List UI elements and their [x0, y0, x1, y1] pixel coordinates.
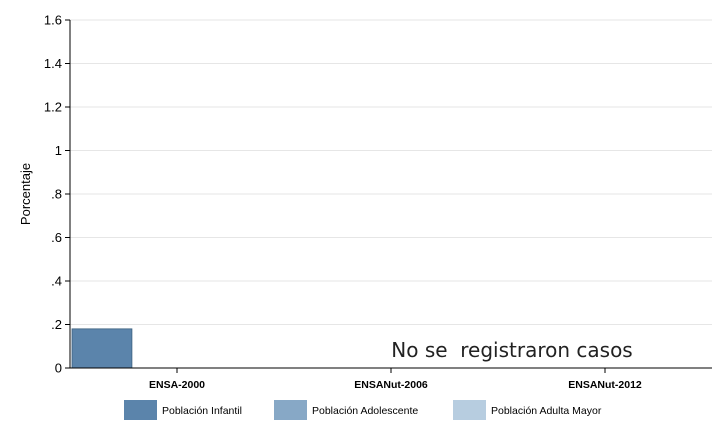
y-tick-label: 1.2 — [44, 100, 62, 115]
gridlines — [70, 19, 712, 325]
y-tick-label: 1.6 — [44, 13, 62, 28]
bars — [71, 328, 133, 369]
y-tick-label: 1.4 — [44, 56, 62, 71]
y-tick-label: .6 — [51, 230, 62, 245]
legend-label: Población Adolescente — [312, 405, 418, 417]
y-tick-label: 0 — [55, 361, 62, 376]
y-tick-label: 1 — [55, 143, 62, 158]
legend-swatch — [453, 400, 486, 420]
legend-swatch — [274, 400, 307, 420]
y-tick-label: .4 — [51, 274, 62, 289]
y-tick-label: .2 — [51, 317, 62, 332]
legend-label: Población Adulta Mayor — [491, 405, 602, 417]
y-axis-title: Porcentaje — [18, 163, 33, 225]
annotation-no-cases: No se registraron casos — [391, 338, 632, 362]
y-ticks: 0 .2 .4 .6 .8 1 1.2 1.4 1.6 — [44, 13, 70, 376]
x-tick-label: ENSANut-2012 — [568, 379, 642, 391]
x-ticks: ENSA-2000 ENSANut-2006 ENSANut-2012 — [149, 368, 642, 391]
legend-label: Población Infantil — [162, 405, 242, 417]
y-tick-label: .8 — [51, 187, 62, 202]
bar — [71, 328, 133, 369]
x-tick-label: ENSA-2000 — [149, 379, 205, 391]
legend: Población Infantil Población Adolescente P… — [124, 400, 602, 420]
legend-swatch — [124, 400, 157, 420]
x-tick-label: ENSANut-2006 — [354, 379, 428, 391]
